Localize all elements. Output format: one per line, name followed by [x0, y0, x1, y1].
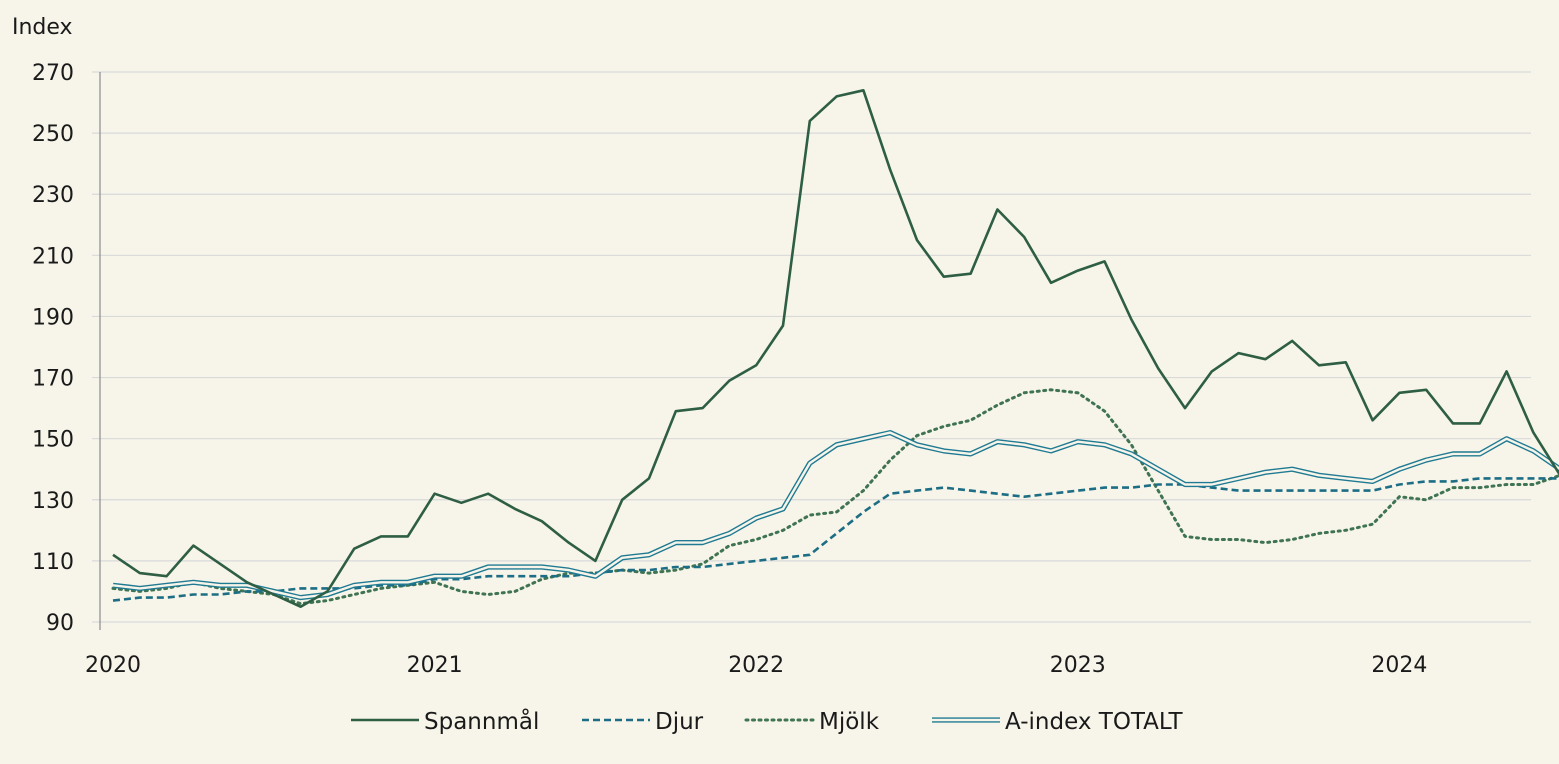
- x-axis-ticks: 202020212022202320242025: [85, 653, 1427, 678]
- x-tick-label: 2023: [1050, 653, 1106, 678]
- y-axis-ticks: 90 110 130 150 170 190 210 230 250 270: [32, 61, 74, 636]
- legend-label: Djur: [655, 709, 704, 735]
- series-line-inner: [112, 431, 1559, 599]
- y-axis-title: Index: [12, 15, 73, 40]
- y-tick-label: 90: [46, 611, 74, 636]
- series-a-index-totalt: [112, 430, 1559, 601]
- y-tick-label: 270: [32, 61, 74, 86]
- x-tick-label: 2022: [728, 653, 784, 678]
- legend-item: A-index TOTALT: [932, 709, 1184, 735]
- legend-item: Djur: [582, 709, 704, 735]
- y-tick-label: 250: [32, 122, 74, 147]
- gridlines: [92, 71, 1531, 623]
- series-line: [112, 477, 1559, 602]
- y-tick-label: 130: [32, 489, 74, 514]
- x-tick-label: 2020: [85, 653, 141, 678]
- x-tick-label: 2024: [1371, 653, 1427, 678]
- y-tick-label: 170: [32, 367, 74, 392]
- legend-item: Spannmål: [351, 707, 539, 735]
- legend: Spannmål Djur Mjölk A-index TOTALT: [351, 707, 1184, 735]
- y-tick-label: 150: [32, 428, 74, 453]
- legend-label: Mjölk: [819, 709, 880, 735]
- legend-item: Mjölk: [744, 709, 880, 735]
- series-lines: [111, 89, 1559, 609]
- series-djur: [112, 477, 1559, 602]
- series-line: [112, 89, 1559, 609]
- series-mj-lk: [111, 388, 1559, 606]
- legend-label: A-index TOTALT: [1005, 709, 1184, 735]
- series-line: [111, 388, 1559, 606]
- x-tick-label: 2021: [407, 653, 463, 678]
- series-spannm-l: [112, 89, 1559, 609]
- legend-label: Spannmål: [424, 707, 539, 735]
- y-tick-label: 230: [32, 183, 74, 208]
- y-tick-label: 110: [32, 550, 74, 575]
- y-tick-label: 210: [32, 244, 74, 269]
- y-tick-label: 190: [32, 305, 74, 330]
